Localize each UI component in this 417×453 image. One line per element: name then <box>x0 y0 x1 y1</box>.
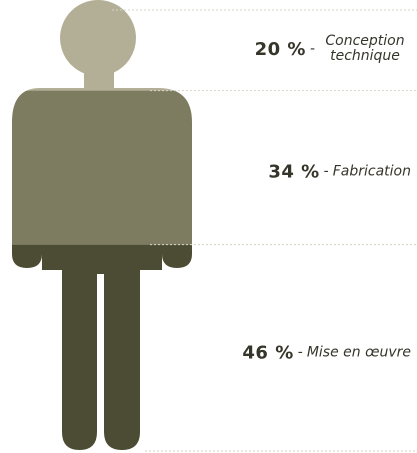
category-label: Conception technique <box>325 33 405 65</box>
separator: - <box>309 41 315 58</box>
segment-label: 46 % - Mise en œuvre <box>242 342 411 363</box>
separator: - <box>297 344 303 361</box>
value-label: 46 % <box>242 342 294 364</box>
category-label: Mise en œuvre <box>306 344 411 361</box>
figure-segment <box>12 0 192 91</box>
separators <box>112 9 417 452</box>
segment-label: 34 % - Fabrication <box>268 161 411 182</box>
figure <box>12 0 192 450</box>
figure-segment <box>12 90 192 245</box>
figure-segment <box>12 244 192 450</box>
segment-label: 20 % - Conception technique <box>255 34 411 64</box>
value-label: 34 % <box>268 161 320 183</box>
separator: - <box>323 163 329 180</box>
value-label: 20 % <box>254 38 306 60</box>
category-label: Fabrication <box>332 163 411 180</box>
